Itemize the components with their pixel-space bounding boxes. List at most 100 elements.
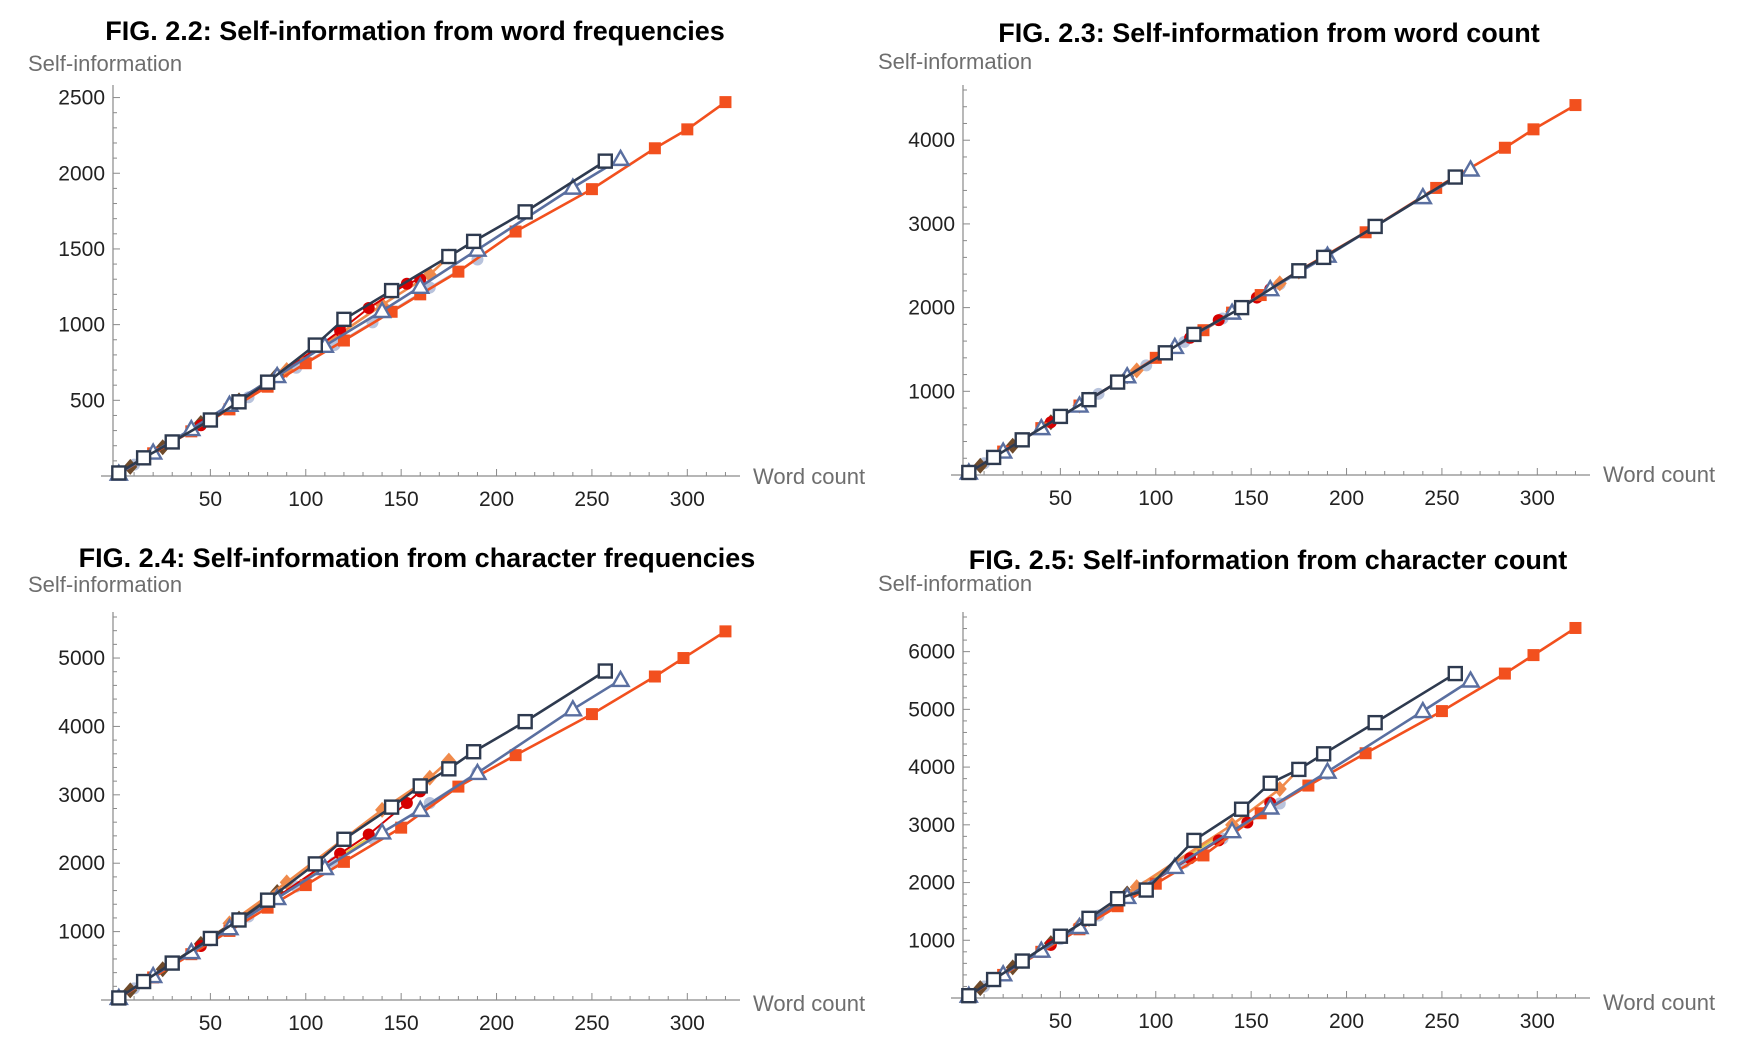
data-point	[465, 744, 482, 760]
x-tick-label: 250	[574, 1012, 609, 1035]
chart-fig-2-3: FIG. 2.3: Self-information from word cou…	[878, 18, 1715, 510]
data-point	[135, 973, 152, 990]
plot-area: 50 100 150 200 250 300 1000 2000 3000 4000 5000	[58, 612, 740, 1035]
data-point	[1052, 928, 1069, 944]
data-point	[1460, 670, 1481, 688]
series-dark-open-squares	[961, 665, 1463, 1004]
chart-title: FIG. 2.5: Self-information from characte…	[969, 545, 1568, 575]
data-point	[164, 434, 180, 450]
data-point	[648, 142, 661, 155]
data-point	[1447, 665, 1463, 682]
data-point	[400, 797, 413, 810]
data-point	[719, 96, 732, 109]
data-point	[1315, 249, 1332, 266]
plot-area: 50 100 150 200 250 300 1000 2000 3000 4000 5000 600…	[908, 612, 1590, 1033]
data-point	[509, 225, 522, 238]
data-point	[1260, 797, 1281, 815]
data-point	[562, 698, 583, 717]
data-point	[1109, 374, 1126, 390]
x-tick-label: 200	[479, 488, 514, 511]
data-point	[259, 374, 276, 390]
data-point	[648, 670, 661, 683]
x-tick-label: 100	[1138, 1010, 1173, 1033]
chart-panel-fig-2-5: FIG. 2.5: Self-information from characte…	[875, 525, 1750, 1050]
data-point	[1569, 621, 1582, 634]
y-tick-label: 500	[70, 389, 105, 412]
data-point	[383, 282, 400, 299]
y-tick-label: 1000	[908, 929, 955, 952]
data-point	[681, 123, 694, 136]
x-tick-label: 50	[1049, 487, 1072, 510]
data-point	[1435, 705, 1448, 718]
data-point	[610, 148, 631, 167]
chart-panel-fig-2-2: FIG. 2.2: Self-information from word fre…	[0, 0, 875, 525]
chart-title: FIG. 2.4: Self-information from characte…	[79, 543, 756, 573]
y-axis-label: Self-information	[28, 51, 182, 76]
data-point	[1109, 891, 1126, 907]
x-tick-label: 150	[1234, 487, 1269, 510]
data-point	[509, 749, 522, 762]
data-point	[985, 971, 1002, 988]
data-point	[1081, 391, 1097, 408]
data-point	[517, 713, 533, 730]
x-tick-label: 100	[288, 488, 323, 511]
y-tick-label: 1500	[58, 238, 105, 261]
y-tick-label: 2000	[908, 297, 955, 320]
data-point	[231, 394, 247, 410]
data-point	[1498, 667, 1511, 680]
data-point	[1233, 299, 1250, 316]
data-point	[1315, 746, 1332, 762]
chart-fig-2-4: FIG. 2.4: Self-information from characte…	[28, 543, 865, 1035]
data-point	[1222, 820, 1243, 839]
data-point	[452, 265, 465, 278]
data-point	[1527, 123, 1540, 136]
data-point	[1527, 649, 1540, 662]
data-point	[164, 955, 180, 971]
data-point	[372, 300, 393, 319]
series-line	[118, 630, 727, 1000]
x-axis-label: Word count	[753, 991, 865, 1016]
data-point	[985, 449, 1002, 466]
data-point	[1186, 326, 1202, 343]
y-tick-label: 6000	[908, 641, 955, 664]
y-tick-label: 4000	[908, 129, 955, 152]
x-tick-label: 200	[1329, 487, 1364, 510]
y-tick-label: 3000	[908, 814, 955, 837]
data-point	[1157, 345, 1174, 361]
x-axis-label: Word count	[1603, 990, 1715, 1015]
data-point	[1412, 700, 1433, 719]
data-point	[336, 831, 352, 847]
data-point	[1014, 953, 1030, 969]
x-tick-label: 100	[288, 1012, 323, 1035]
data-point	[1569, 99, 1582, 112]
y-tick-label: 2000	[58, 852, 105, 875]
data-point	[1262, 775, 1278, 791]
x-tick-label: 250	[1424, 1010, 1459, 1033]
data-point	[467, 762, 488, 781]
data-point	[395, 821, 408, 834]
data-point	[585, 183, 598, 196]
data-point	[1317, 761, 1338, 779]
data-point	[259, 892, 276, 908]
x-tick-label: 300	[1520, 487, 1555, 510]
chart-panel-fig-2-4: FIG. 2.4: Self-information from characte…	[0, 525, 875, 1050]
data-point	[1447, 169, 1463, 185]
data-point	[719, 625, 732, 638]
data-point	[1460, 159, 1481, 177]
data-point	[410, 276, 431, 294]
data-point	[610, 669, 631, 688]
data-point	[307, 856, 324, 872]
x-tick-label: 50	[1049, 1010, 1072, 1033]
data-point	[372, 822, 393, 840]
y-tick-label: 5000	[908, 698, 955, 721]
x-axis-label: Word count	[1603, 462, 1715, 487]
x-tick-label: 300	[670, 488, 705, 511]
data-point	[961, 464, 977, 481]
data-point	[111, 990, 127, 1006]
data-point	[1186, 832, 1202, 849]
data-point	[1291, 263, 1307, 279]
data-point	[517, 204, 533, 220]
series-dark-open-squares	[111, 663, 613, 1006]
y-tick-label: 1000	[58, 921, 105, 944]
x-tick-label: 250	[574, 488, 609, 511]
